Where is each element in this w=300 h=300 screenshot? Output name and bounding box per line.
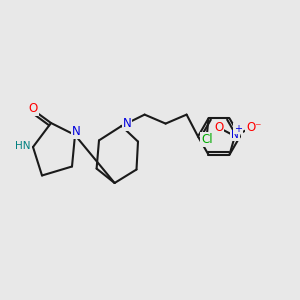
Text: O⁻: O⁻ [246,122,262,134]
Text: +: + [234,124,242,134]
Text: HN: HN [15,140,31,151]
Text: O: O [214,122,223,134]
Text: Cl: Cl [201,133,213,146]
Text: N: N [122,117,131,130]
Text: O: O [29,102,38,115]
Text: N: N [72,125,81,138]
Text: N: N [231,130,239,140]
